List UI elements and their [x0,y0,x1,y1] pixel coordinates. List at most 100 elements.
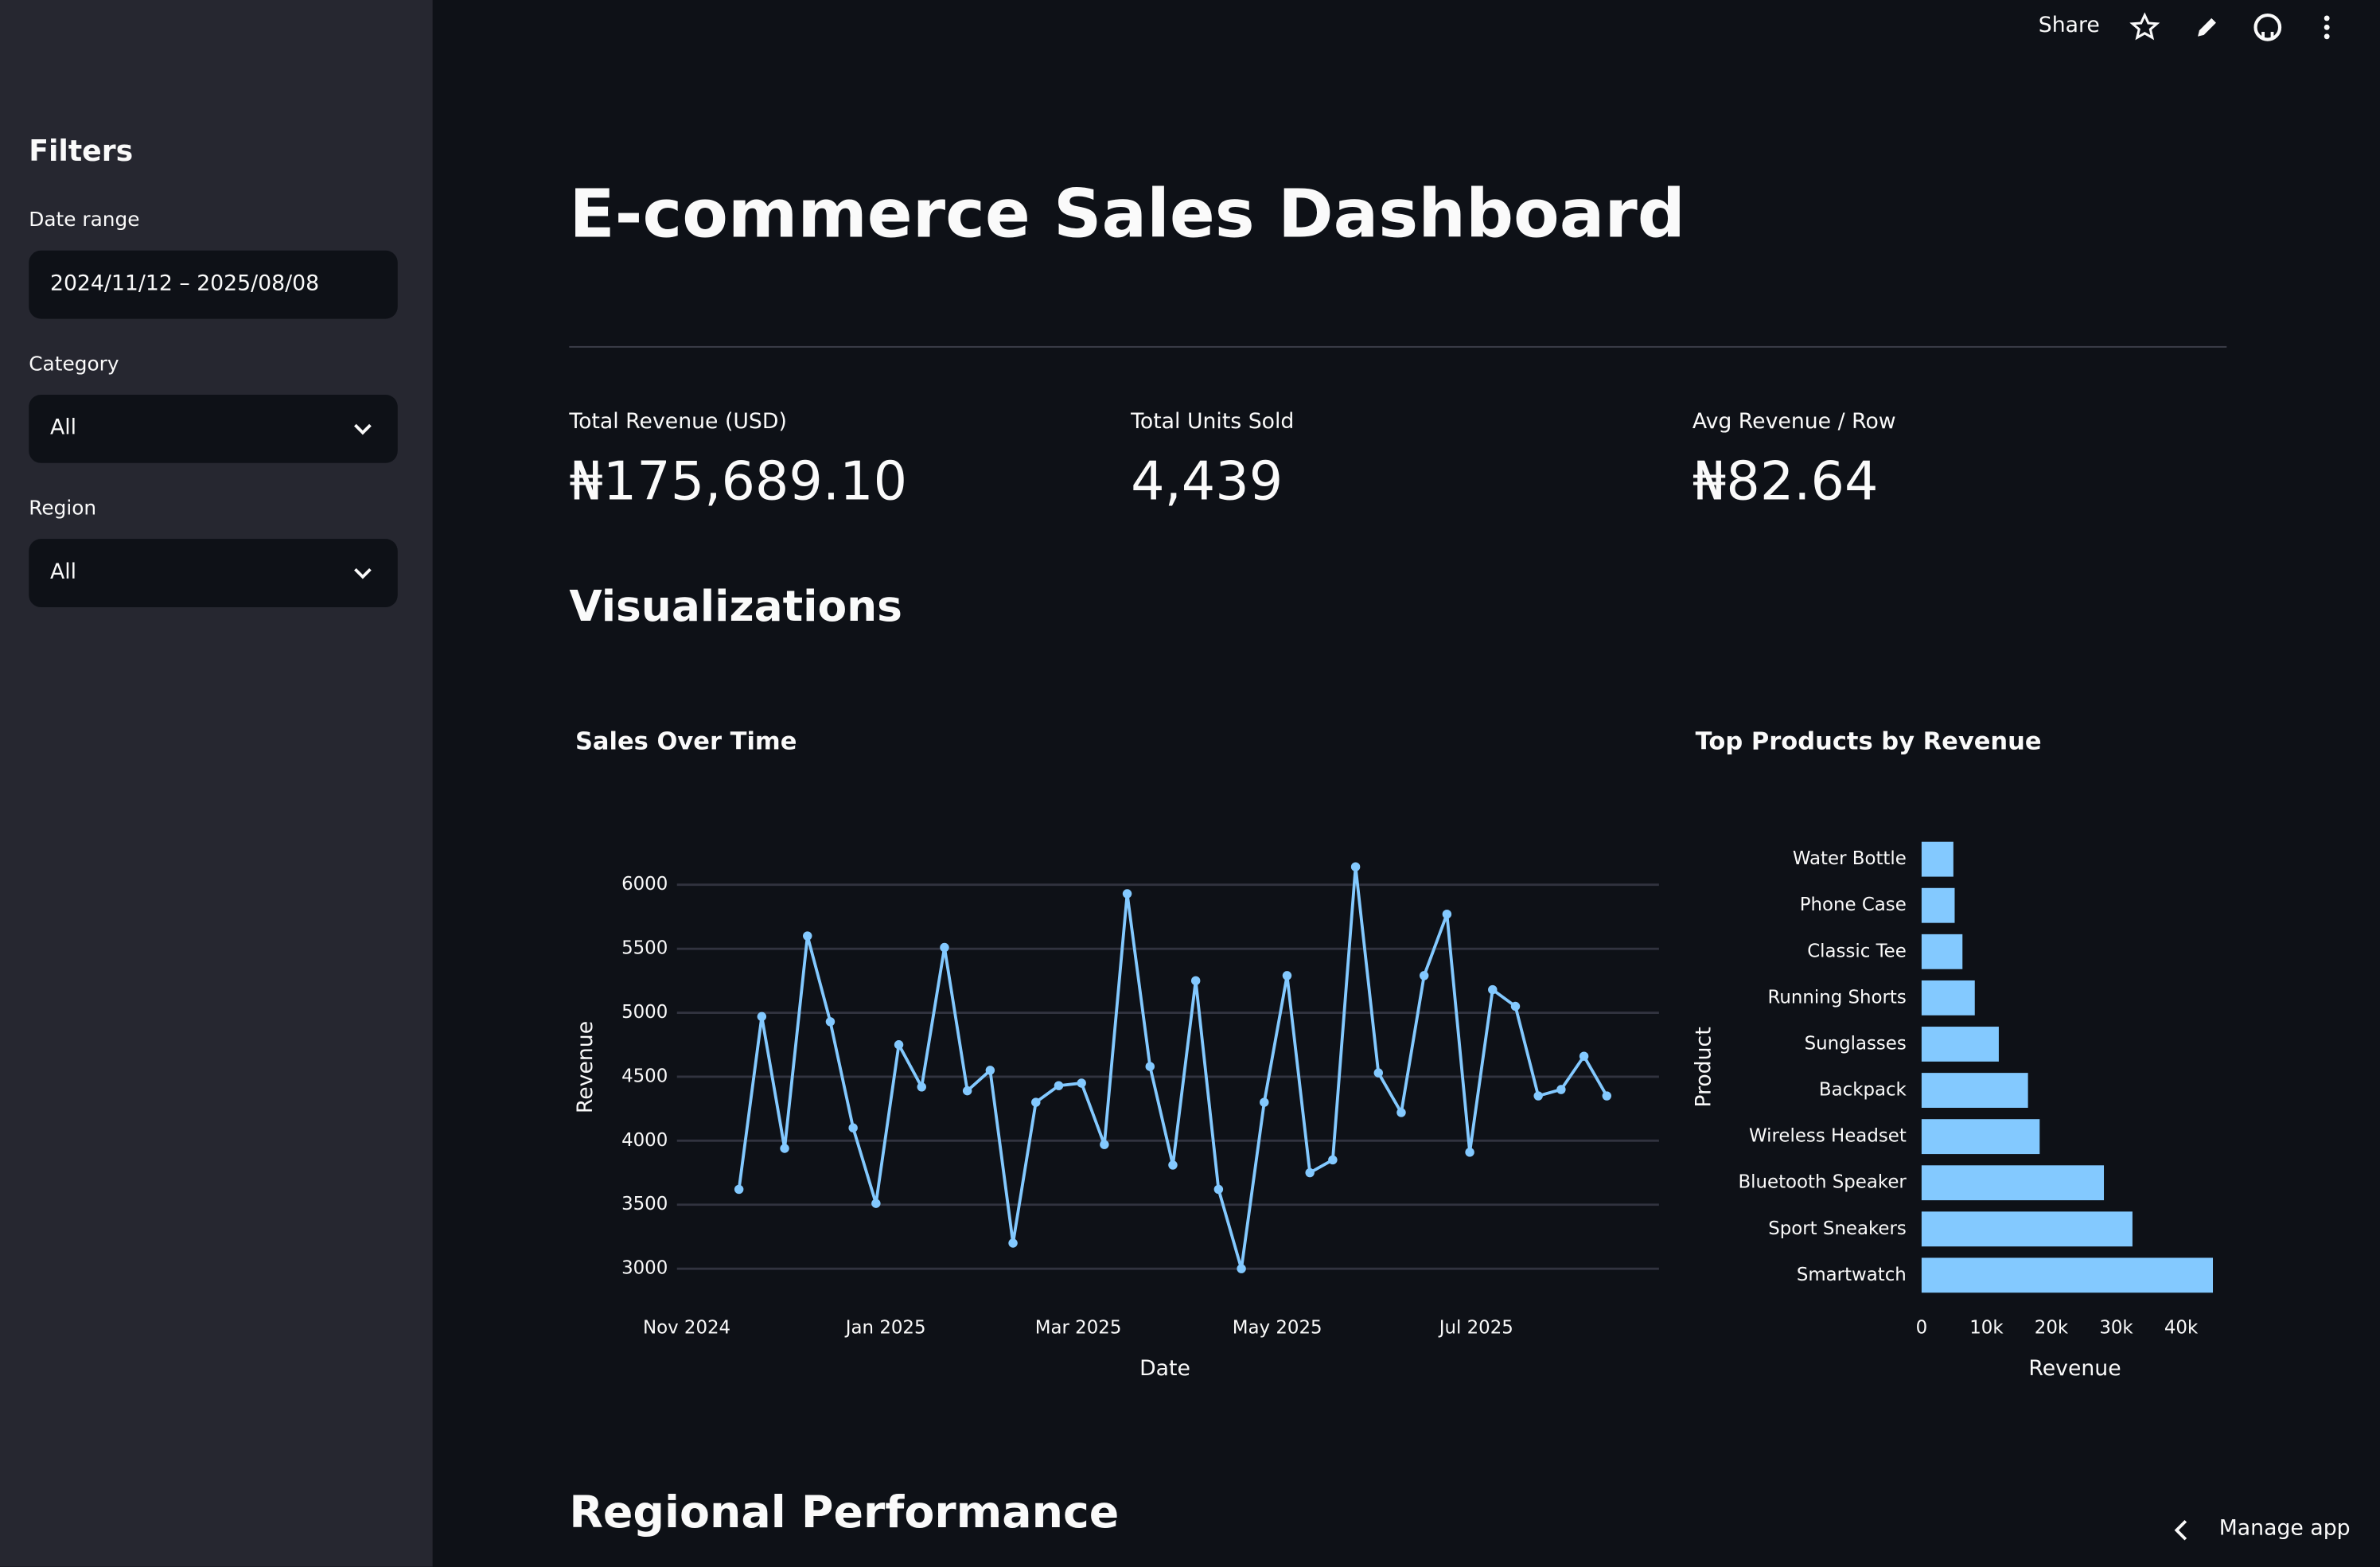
marker [1602,1091,1612,1101]
marker [1510,1001,1521,1012]
bar [1921,1027,1999,1062]
y-tick-label: 6000 [621,874,668,895]
chart-title: Sales Over Time [575,727,797,755]
x-tick-label: Jan 2025 [844,1318,926,1339]
x-tick-label: May 2025 [1233,1318,1322,1339]
marker [734,1184,744,1195]
bar [1921,841,1953,877]
marker [871,1199,881,1208]
y-tick-label: 4000 [621,1130,668,1151]
marker [1488,984,1498,995]
marker [917,1082,926,1092]
x-tick-label: 40k [2164,1318,2199,1339]
marker [1031,1097,1041,1107]
y-tick-label: Phone Case [1800,895,1907,915]
x-tick-label: 30k [2099,1318,2133,1339]
marker [1533,1091,1543,1101]
marker [848,1123,858,1132]
region-select[interactable]: All [29,539,398,607]
marker [1373,1068,1384,1078]
x-tick-label: 20k [2035,1318,2069,1339]
marker [1190,976,1201,986]
marker [1008,1238,1018,1248]
marker [1168,1160,1178,1170]
filter-label: Region [29,497,97,521]
bar [1921,887,1955,923]
y-tick-label: Backpack [1819,1080,1907,1101]
marker [1465,1148,1474,1157]
marker [1579,1051,1589,1061]
metric-value: ₦82.64 [1692,452,1879,513]
y-tick-label: Water Bottle [1793,848,1907,869]
date-input[interactable]: 2024/11/12 – 2025/08/08 [29,250,398,319]
line [737,867,1608,1269]
metric-label: Avg Revenue / Row [1692,410,1896,435]
marker [803,931,812,941]
x-tick-label: Jul 2025 [1438,1318,1513,1339]
filter-value: 2024/11/12 – 2025/08/08 [49,271,320,296]
chart-title: Top Products by Revenue [1696,727,2042,755]
divider [569,345,2227,348]
marker [1419,971,1429,980]
marker [1260,1097,1269,1107]
category-select[interactable]: All [29,394,398,463]
bar [1921,1257,2214,1293]
marker [1328,1155,1338,1165]
section-heading: Visualizations [569,581,902,632]
bar [1921,1211,2133,1247]
metric-value: 4,439 [1131,452,1283,513]
x-tick-label: Nov 2024 [643,1318,730,1339]
marker [1237,1264,1246,1273]
marker [825,1017,836,1027]
marker [985,1066,995,1075]
bar [1921,934,1963,969]
x-axis-title: Revenue [2028,1356,2121,1381]
y-tick-label: Sport Sneakers [1768,1218,1907,1239]
filter-value: All [49,415,77,441]
x-tick-label: Mar 2025 [1035,1318,1122,1339]
metric-label: Total Units Sold [1131,410,1295,435]
y-tick-label: Sunglasses [1805,1033,1907,1054]
marker [757,1012,767,1022]
marker [1556,1085,1566,1094]
sidebar-title: Filters [29,134,134,169]
menu-icon[interactable] [2312,12,2342,42]
bar [1921,1119,2040,1155]
manage-app-button[interactable]: Manage app [2218,1516,2351,1542]
y-tick-label: 5500 [621,938,668,959]
edit-icon[interactable] [2191,12,2222,42]
x-tick-label: 0 [1916,1318,1928,1339]
github-icon[interactable] [2253,12,2283,42]
marker [1100,1140,1109,1149]
marker [1077,1078,1086,1088]
marker [1145,1062,1155,1071]
page-title: E-commerce Sales Dashboard [569,176,1685,254]
y-tick-label: 5000 [621,1002,668,1023]
y-axis-title: Product [1692,1027,1716,1107]
sidebar: Filters Date range 2024/11/12 – 2025/08/… [0,0,433,1567]
y-tick-label: Bluetooth Speaker [1738,1172,1907,1193]
marker [780,1144,789,1153]
y-tick-label: 3000 [621,1258,668,1279]
x-tick-label: 10k [1969,1318,2004,1339]
star-icon[interactable] [2129,12,2160,42]
marker [894,1040,904,1050]
section-heading: Regional Performance [569,1486,1120,1538]
y-tick-label: Running Shorts [1768,987,1907,1008]
y-axis-title: Revenue [573,1021,598,1113]
y-tick-label: 4500 [621,1066,668,1086]
marker [1282,971,1292,980]
filter-value: All [49,559,77,585]
bar [1921,980,1975,1015]
x-axis-title: Date [1139,1356,1190,1381]
marker [1213,1184,1224,1195]
share-button[interactable]: Share [2038,14,2100,38]
marker [1305,1167,1315,1178]
marker [1350,862,1361,871]
bar [1921,1165,2105,1201]
collapse-icon[interactable] [2171,1518,2192,1543]
filter-label: Category [29,353,119,377]
y-tick-label: Smartwatch [1797,1265,1907,1285]
